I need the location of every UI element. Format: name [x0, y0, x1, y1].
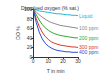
svg-text:Liquid: Liquid — [79, 13, 93, 19]
svg-text:100 ppm: 100 ppm — [79, 25, 98, 31]
svg-text:Dissolved oxygen (% sat.): Dissolved oxygen (% sat.) — [21, 5, 79, 11]
svg-text:20: 20 — [27, 44, 33, 50]
svg-text:0: 0 — [32, 58, 35, 64]
svg-text:400 ppm: 400 ppm — [79, 49, 98, 55]
svg-text:10: 10 — [45, 58, 51, 64]
svg-text:20: 20 — [60, 58, 66, 64]
svg-text:80: 80 — [27, 16, 33, 22]
svg-text:200 ppm: 200 ppm — [79, 35, 98, 41]
svg-text:60: 60 — [27, 25, 33, 31]
svg-text:DO %: DO % — [15, 26, 21, 40]
svg-text:300 ppm: 300 ppm — [79, 44, 99, 51]
svg-text:30: 30 — [75, 58, 81, 64]
svg-text:T in min: T in min — [47, 68, 65, 74]
svg-text:40: 40 — [27, 35, 33, 41]
